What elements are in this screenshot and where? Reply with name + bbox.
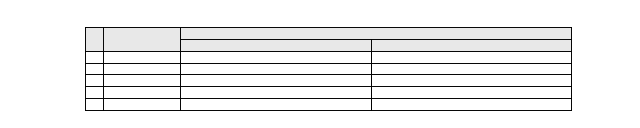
Bar xyxy=(85,27,571,51)
Text: $\mathcal{O}_2$:Follicular_Thyroid_carcinoma: $\mathcal{O}_2$:Follicular_Thyroid_carci… xyxy=(374,86,504,99)
Text: Entities $\mathcal{O}_2$: Entities $\mathcal{O}_2$ xyxy=(374,39,428,51)
Text: { hamate, lunate }: { hamate, lunate } xyxy=(106,100,183,109)
Text: $\mathcal{O}_1$:Disorder_of_pregnancy: $\mathcal{O}_1$:Disorder_of_pregnancy xyxy=(183,62,289,75)
Text: $\mathcal{O}_1$:Follicular_thyroid_carcinoma: $\mathcal{O}_1$:Follicular_thyroid_carci… xyxy=(183,86,312,99)
Text: $\mathcal{O}_1$:Lunate_facet_of_hamate: $\mathcal{O}_1$:Lunate_facet_of_hamate xyxy=(183,98,296,110)
Text: $\mathcal{O}_2$:Pregnancy_Disorder: $\mathcal{O}_2$:Pregnancy_Disorder xyxy=(374,62,468,75)
Text: { disorder }: { disorder } xyxy=(106,52,155,61)
Text: 1: 1 xyxy=(92,52,97,61)
Text: -: - xyxy=(374,100,376,109)
Text: 3: 3 xyxy=(92,76,97,85)
Bar xyxy=(85,86,571,98)
Text: 5: 5 xyxy=(92,100,97,109)
Text: 2: 2 xyxy=(92,64,97,73)
Text: 4: 4 xyxy=(92,88,97,97)
Text: $\mathcal{O}_2$:Basaloid_Carcinoma, $\mathcal{O}_2$:Basaloid_Lung_Carcinoma: $\mathcal{O}_2$:Basaloid_Carcinoma, $\ma… xyxy=(374,74,591,87)
Text: { follicul, thyroid, carcinom }: { follicul, thyroid, carcinom } xyxy=(106,88,224,97)
Text: $\mathcal{O}_1$:Disorder_of_pregnancy, $\mathcal{O}_1$:Disorder_of_stomach: $\mathcal{O}_1$:Disorder_of_pregnancy, $… xyxy=(183,50,390,63)
Text: #: # xyxy=(90,35,98,44)
Text: $\mathcal{O}_2$:Pregnancy_Disorder: $\mathcal{O}_2$:Pregnancy_Disorder xyxy=(374,50,468,63)
Bar xyxy=(85,51,571,63)
Text: { carcinoma, basaloid }: { carcinoma, basaloid } xyxy=(106,76,203,85)
Text: { disorder, pregnancy }: { disorder, pregnancy } xyxy=(106,64,202,73)
Text: Index value: Index value xyxy=(346,29,405,38)
Bar xyxy=(85,74,571,86)
Text: Index key: Index key xyxy=(106,35,156,44)
Text: Entities $\mathcal{O}_1$: Entities $\mathcal{O}_1$ xyxy=(183,39,237,51)
Bar xyxy=(85,98,571,110)
Bar xyxy=(85,63,571,74)
Text: $\mathcal{O}_1$:Basaloid_carcinoma: $\mathcal{O}_1$:Basaloid_carcinoma xyxy=(183,74,276,87)
